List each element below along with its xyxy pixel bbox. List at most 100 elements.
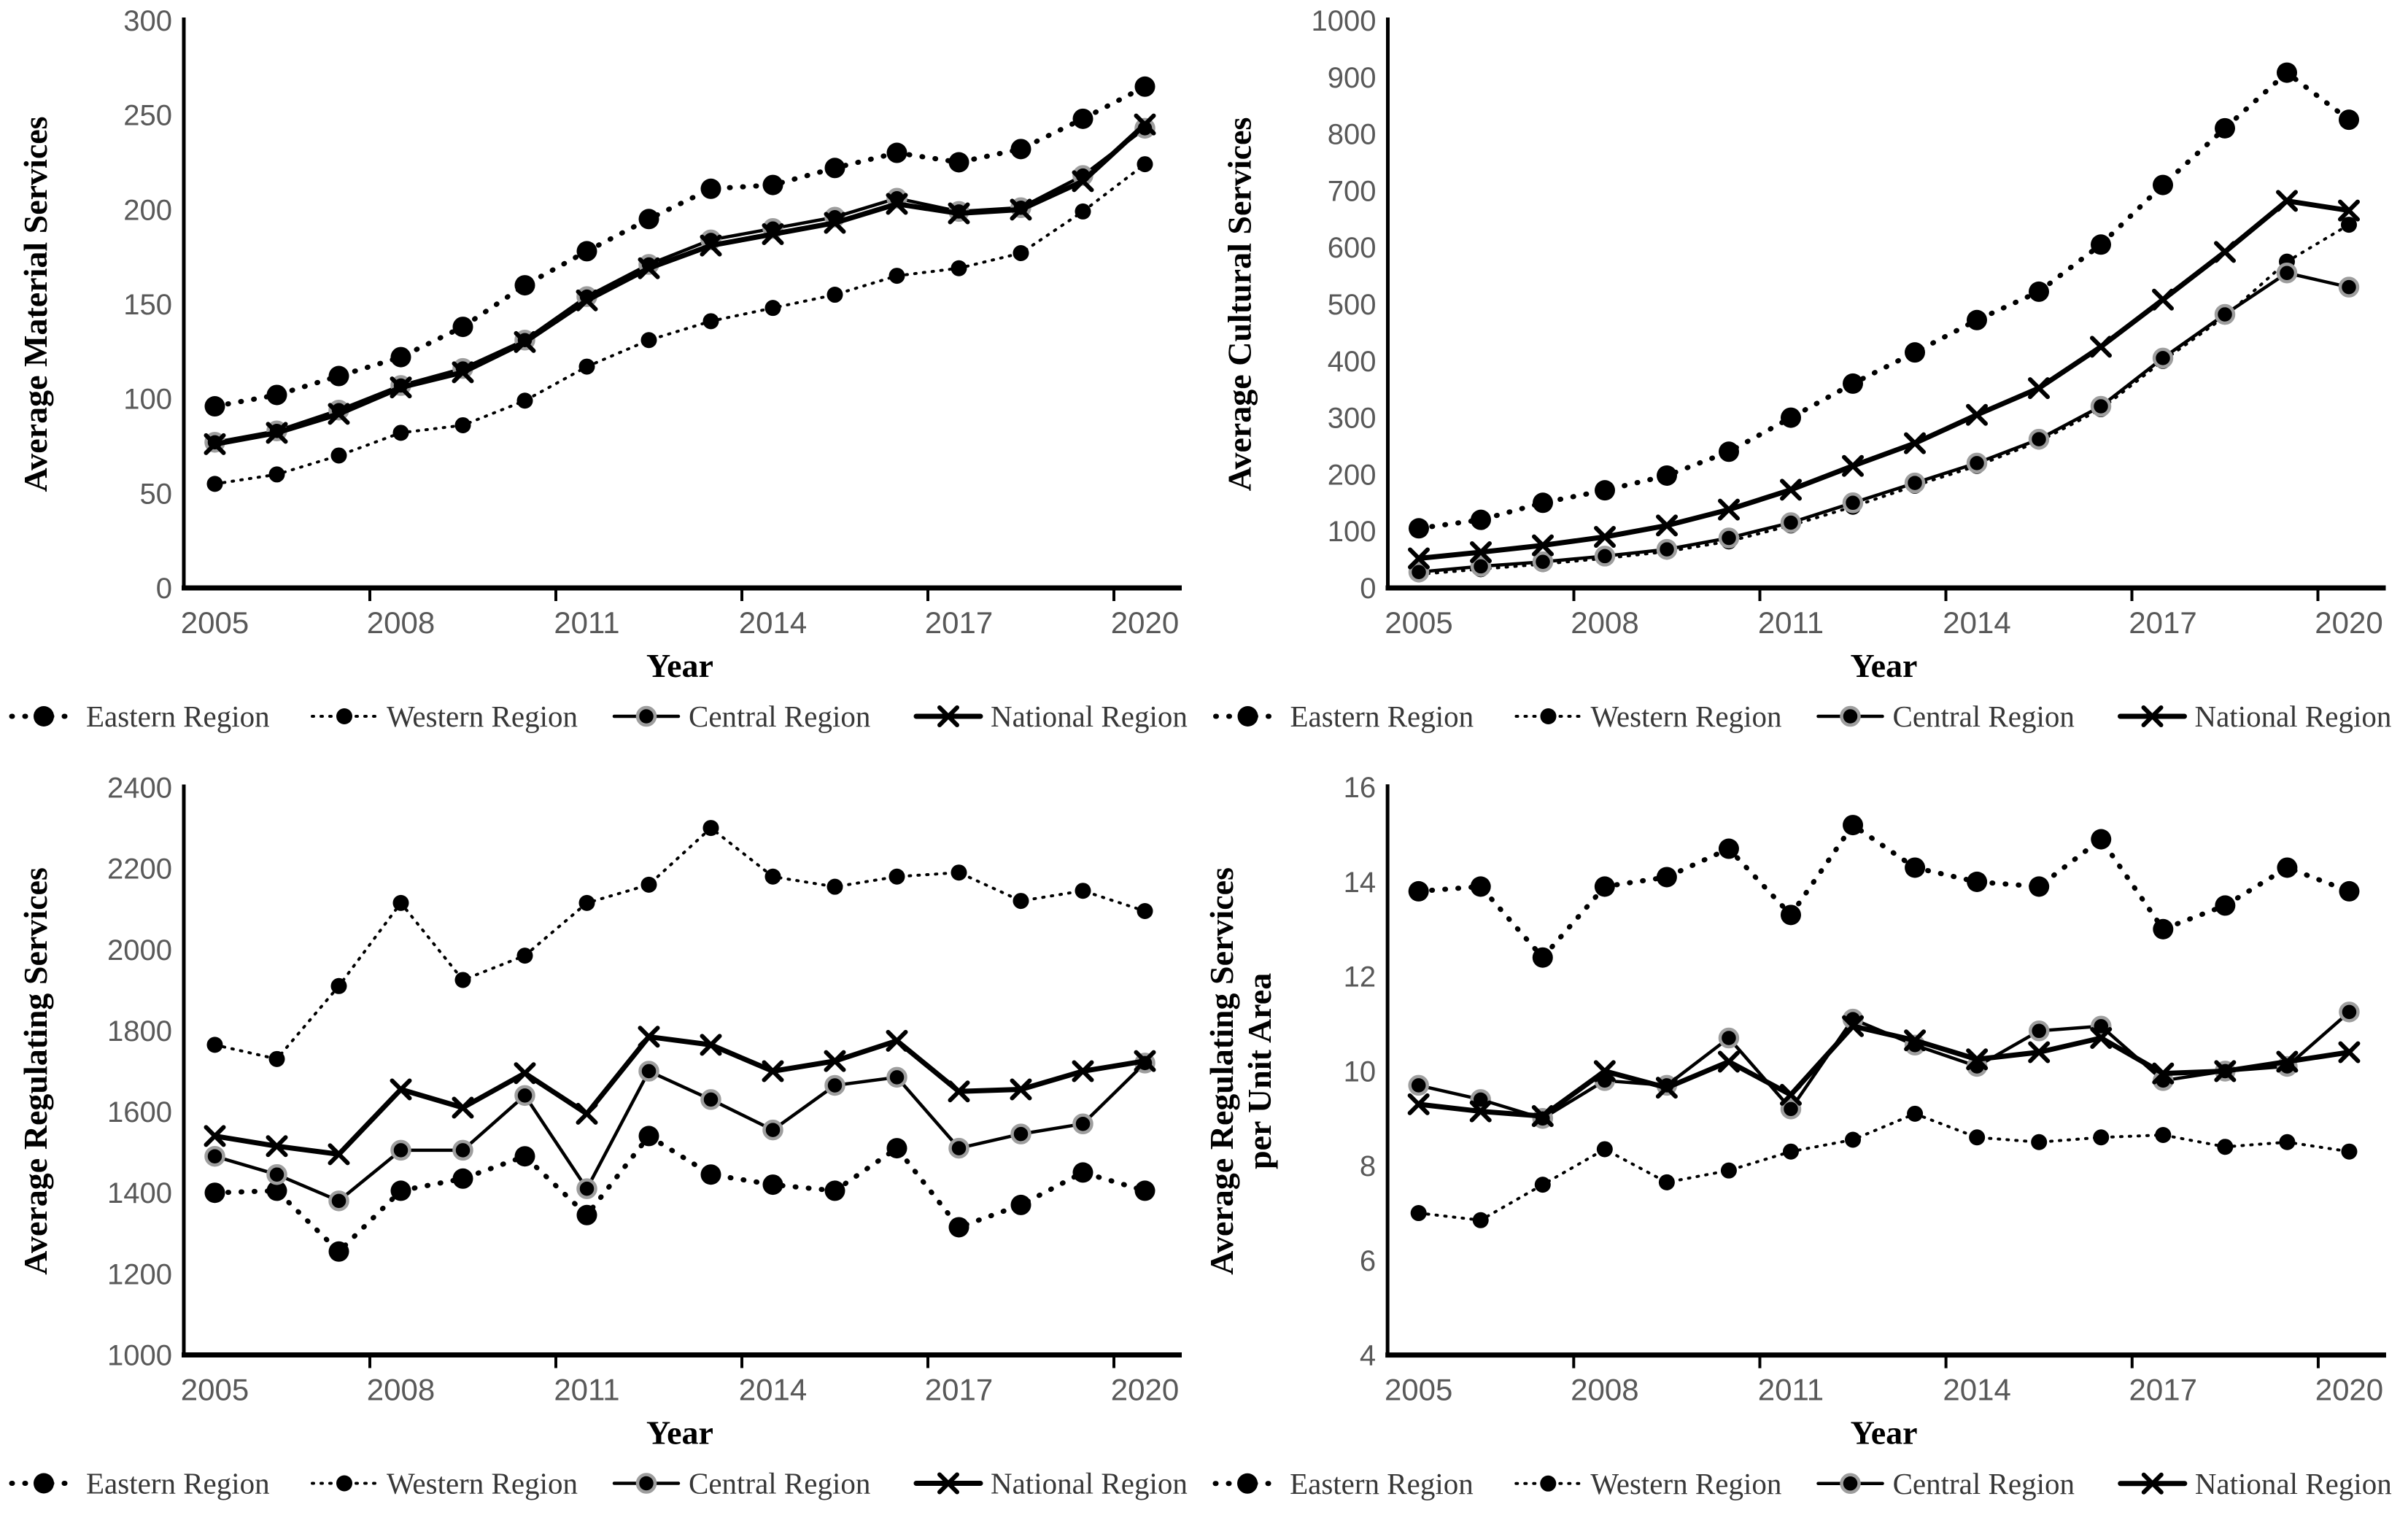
data-point-marker xyxy=(1842,492,1864,514)
data-point-marker xyxy=(204,396,225,417)
y-tick-label: 1200 xyxy=(107,1258,172,1290)
legend-label: Western Region xyxy=(387,700,578,733)
legend: Eastern Region Western Region Central Regi… xyxy=(9,700,1188,733)
data-point-marker xyxy=(1408,1074,1429,1096)
data-point-marker xyxy=(2277,62,2297,83)
x-marker xyxy=(1655,1077,1678,1099)
x-tick-label: 2008 xyxy=(1571,605,1638,640)
y-tick-label: 1400 xyxy=(107,1177,172,1209)
data-point-marker xyxy=(1840,1473,1861,1495)
series-line xyxy=(212,122,1147,447)
data-point-marker xyxy=(764,868,781,885)
data-point-marker xyxy=(1905,857,1926,878)
x-axis-title: Year xyxy=(646,647,713,684)
series-line xyxy=(1416,198,2352,561)
data-point-marker xyxy=(1540,708,1557,724)
data-point-marker xyxy=(1904,472,1926,494)
x-marker xyxy=(452,361,474,384)
data-point-marker xyxy=(330,447,347,464)
y-tick-label: 400 xyxy=(1328,346,1377,378)
data-point-marker xyxy=(2093,1129,2110,1146)
data-point-marker xyxy=(1072,108,1093,129)
data-point-marker xyxy=(206,476,223,492)
y-tick-label: 100 xyxy=(1328,516,1377,548)
data-point-marker xyxy=(1596,1141,1613,1158)
x-marker xyxy=(1966,403,1988,426)
data-point-marker xyxy=(2028,428,2050,450)
y-tick-label: 300 xyxy=(1328,403,1377,435)
data-point-marker xyxy=(2152,347,2174,369)
y-axis-ticks: 4 6 8 10 12 14 16 xyxy=(1344,772,1377,1371)
data-point-marker xyxy=(34,706,54,727)
x-marker xyxy=(2028,377,2050,400)
legend-label: National Region xyxy=(991,700,1188,733)
series-eastern xyxy=(204,1126,1155,1262)
data-point-marker xyxy=(1408,561,1430,583)
x-marker xyxy=(937,1472,959,1495)
data-point-marker xyxy=(2217,1139,2234,1155)
data-point-marker xyxy=(951,260,967,276)
x-marker xyxy=(452,1096,474,1119)
x-marker xyxy=(824,212,846,234)
series-western xyxy=(1410,1105,2358,1228)
legend-label: Western Region xyxy=(387,1467,578,1500)
data-point-marker xyxy=(1658,1174,1675,1190)
legend-label: Central Region xyxy=(689,700,870,733)
series-national xyxy=(1407,1015,2361,1128)
x-tick-label: 2005 xyxy=(1385,1373,1452,1407)
data-point-marker xyxy=(514,275,535,296)
x-tick-label: 2011 xyxy=(1758,1373,1824,1407)
x-marker xyxy=(2338,199,2360,222)
x-tick-label: 2011 xyxy=(554,605,619,640)
legend-label: Western Region xyxy=(1591,700,1782,733)
x-marker xyxy=(1842,1015,1865,1037)
data-point-marker xyxy=(824,1180,845,1201)
data-point-marker xyxy=(390,1139,411,1161)
series-line xyxy=(1417,223,2350,576)
chart-average-material-services: 0 50 100 150 200 250 300 2005 2008 2011 2014 2017 20… xyxy=(0,0,1204,766)
data-point-marker xyxy=(1072,1113,1093,1134)
data-point-marker xyxy=(2091,234,2111,255)
x-marker xyxy=(2141,705,2164,727)
y-tick-label: 100 xyxy=(123,384,172,416)
legend: Eastern Region Western Region Central Regi… xyxy=(1213,700,2391,733)
x-marker xyxy=(1010,1078,1032,1101)
data-point-marker xyxy=(1409,518,1429,539)
data-point-marker xyxy=(702,820,719,837)
data-point-marker xyxy=(514,1085,535,1107)
data-point-marker xyxy=(826,878,843,895)
data-point-marker xyxy=(638,1126,659,1147)
y-tick-label: 1800 xyxy=(107,1015,172,1047)
x-marker xyxy=(1904,432,1926,454)
x-tick-label: 2017 xyxy=(2129,605,2196,640)
x-marker xyxy=(1904,1029,1927,1052)
x-marker xyxy=(204,1125,226,1147)
y-tick-label: 1000 xyxy=(1312,5,1377,37)
series-central xyxy=(1408,262,2360,583)
data-point-marker xyxy=(454,972,471,988)
data-point-marker xyxy=(392,894,409,911)
legend-item-western: Western Region xyxy=(311,1467,578,1500)
data-point-marker xyxy=(34,1473,54,1494)
series-line xyxy=(213,826,1147,1061)
x-tick-label: 2008 xyxy=(367,605,435,640)
legend-label: Eastern Region xyxy=(86,1467,270,1500)
data-point-marker xyxy=(454,417,471,433)
series-national xyxy=(204,113,1156,455)
data-point-marker xyxy=(1843,815,1864,836)
data-point-marker xyxy=(824,1074,845,1096)
data-point-marker xyxy=(1010,1123,1031,1144)
legend-label: National Region xyxy=(991,1467,1188,1500)
series-line xyxy=(212,84,1147,409)
x-marker xyxy=(948,1080,970,1103)
data-point-marker xyxy=(1656,867,1677,888)
x-marker xyxy=(2090,336,2112,358)
data-point-marker xyxy=(1010,139,1031,160)
y-tick-label: 300 xyxy=(123,5,172,37)
data-point-marker xyxy=(576,1178,597,1199)
y-tick-label: 150 xyxy=(123,289,172,321)
x-marker xyxy=(2090,1027,2113,1050)
data-point-marker xyxy=(1533,492,1553,514)
x-marker xyxy=(2338,1041,2361,1064)
x-axis-title: Year xyxy=(1851,647,1918,684)
